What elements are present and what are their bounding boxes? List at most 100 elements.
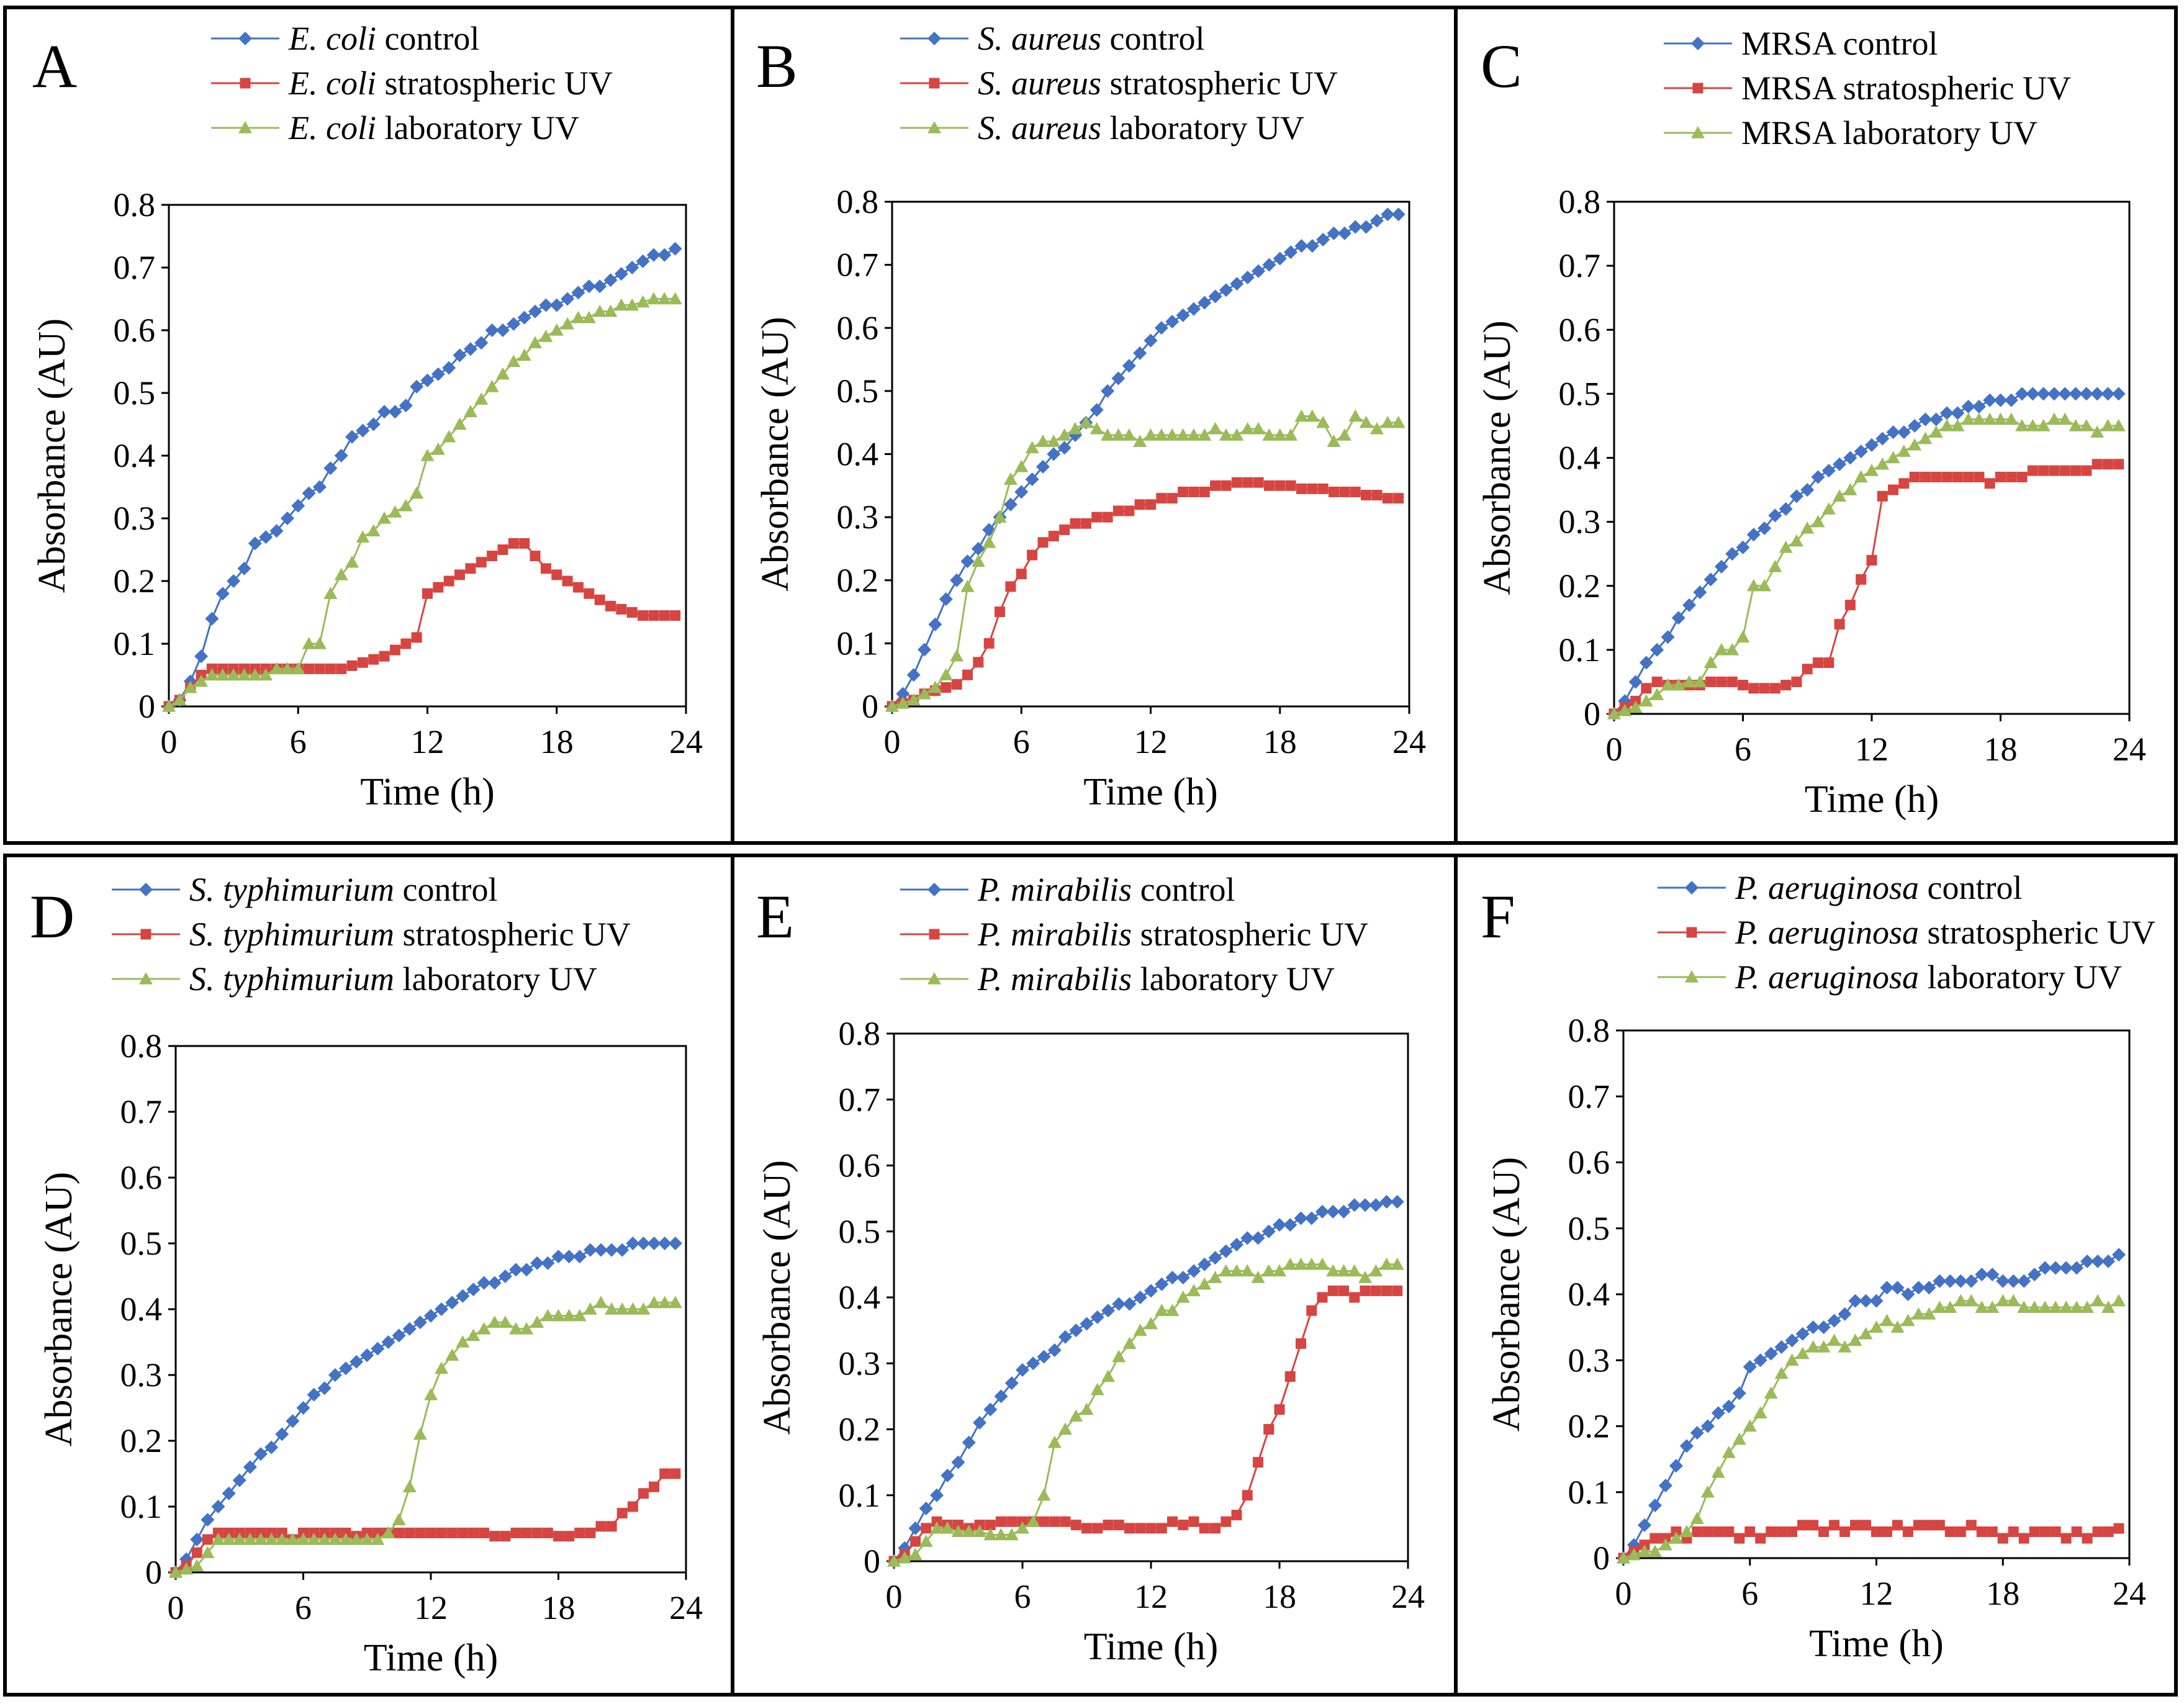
data-point: [291, 498, 305, 513]
data-point: [1261, 1224, 1276, 1238]
data-point: [2069, 387, 2083, 401]
data-point: [1090, 1382, 1104, 1395]
data-point: [1176, 1271, 1190, 1285]
data-point: [1059, 524, 1070, 535]
data-point: [1785, 1333, 1799, 1348]
data-point: [1090, 403, 1104, 417]
data-point: [336, 663, 347, 674]
data-point: [507, 354, 521, 367]
data-point: [1984, 478, 1995, 489]
data-point: [445, 1348, 459, 1361]
y-tick-label: 0.8: [1559, 183, 1601, 220]
data-point: [2039, 1526, 2051, 1537]
data-point: [1961, 400, 1975, 413]
data-point: [312, 480, 327, 494]
data-point: [1358, 1271, 1372, 1283]
legend-entry-stratospheric: P. aeruginosa stratospheric UV: [1658, 914, 2155, 951]
data-point: [1305, 239, 1319, 253]
data-point: [1797, 1520, 1808, 1531]
legend-species: P. mirabilis: [977, 871, 1132, 908]
data-point: [1843, 483, 1857, 495]
data-point: [2101, 1301, 2116, 1314]
data-point: [1823, 657, 1834, 668]
y-tick-label: 0.4: [1559, 440, 1601, 477]
data-point: [453, 348, 467, 363]
panel-letter: A: [32, 32, 77, 101]
data-point: [1358, 1198, 1372, 1212]
data-point: [1705, 676, 1717, 687]
legend-treatment: stratospheric UV: [376, 65, 613, 102]
data-point: [2004, 412, 2018, 425]
data-point: [982, 535, 996, 548]
y-tick-label: 0.5: [1568, 1210, 1610, 1247]
legend-species: P. aeruginosa: [1735, 914, 1919, 951]
data-point: [668, 241, 682, 256]
data-point: [1779, 502, 1793, 516]
data-point: [1922, 1307, 1936, 1320]
data-point: [1037, 1488, 1051, 1501]
data-point: [1881, 1526, 1892, 1537]
data-point: [1955, 1526, 1966, 1537]
data-point: [1716, 676, 1727, 687]
legend-marker: [927, 883, 941, 896]
data-point: [657, 292, 672, 305]
data-point: [1736, 540, 1750, 554]
data-point: [2102, 459, 2113, 470]
data-point: [1795, 1346, 1810, 1359]
data-point: [162, 700, 176, 712]
data-point: [489, 1531, 500, 1542]
legend-treatment: control: [394, 871, 497, 908]
data-point: [1766, 1526, 1777, 1537]
data-point: [1618, 703, 1632, 716]
data-point: [1154, 428, 1168, 441]
data-point: [574, 1527, 585, 1538]
data-point: [474, 336, 489, 350]
x-tick-label: 12: [1134, 723, 1168, 760]
data-point: [921, 1523, 932, 1534]
data-point: [1049, 1516, 1060, 1527]
series-line: [1613, 418, 2119, 715]
x-tick-label: 0: [1615, 1575, 1632, 1612]
data-point: [456, 1335, 470, 1348]
data-point: [1057, 428, 1072, 441]
data-point: [520, 1263, 534, 1277]
data-point: [1111, 371, 1126, 385]
data-point: [615, 1302, 629, 1315]
legend-treatment: laboratory UV: [1101, 109, 1304, 147]
data-point: [360, 1533, 374, 1545]
data-point: [1843, 451, 1857, 465]
data-point: [1016, 569, 1027, 580]
data-point: [1327, 226, 1341, 240]
data-point: [1865, 464, 1879, 476]
data-point: [1240, 270, 1255, 284]
data-point: [1648, 1544, 1662, 1557]
data-point: [1897, 425, 1911, 440]
y-tick-label: 0.5: [120, 1225, 163, 1262]
data-point: [993, 510, 1007, 523]
data-point: [476, 557, 487, 568]
panel-letter: E: [756, 882, 794, 951]
data-point: [1983, 393, 1997, 407]
data-point: [1965, 1520, 1977, 1531]
data-point: [487, 1315, 502, 1328]
data-point: [1294, 1257, 1308, 1270]
data-point: [1058, 1422, 1072, 1435]
data-point: [583, 1243, 597, 1257]
data-point: [910, 1536, 921, 1547]
data-point: [528, 336, 543, 348]
data-point: [1113, 1520, 1124, 1531]
data-point: [1802, 664, 1813, 675]
data-point: [2018, 1533, 2029, 1544]
data-point: [1186, 302, 1201, 316]
data-point: [1198, 295, 1212, 310]
data-point: [1929, 425, 1943, 438]
legend-label: S. aureus laboratory UV: [978, 109, 1304, 147]
series-stratospheric: [1618, 1520, 2124, 1564]
data-point: [1628, 675, 1643, 689]
data-point: [1133, 1291, 1147, 1304]
data-point: [1167, 1516, 1178, 1527]
data-point: [2071, 1526, 2082, 1537]
data-point: [442, 361, 456, 375]
data-point: [1975, 1268, 1989, 1282]
data-point: [1827, 1333, 1841, 1346]
